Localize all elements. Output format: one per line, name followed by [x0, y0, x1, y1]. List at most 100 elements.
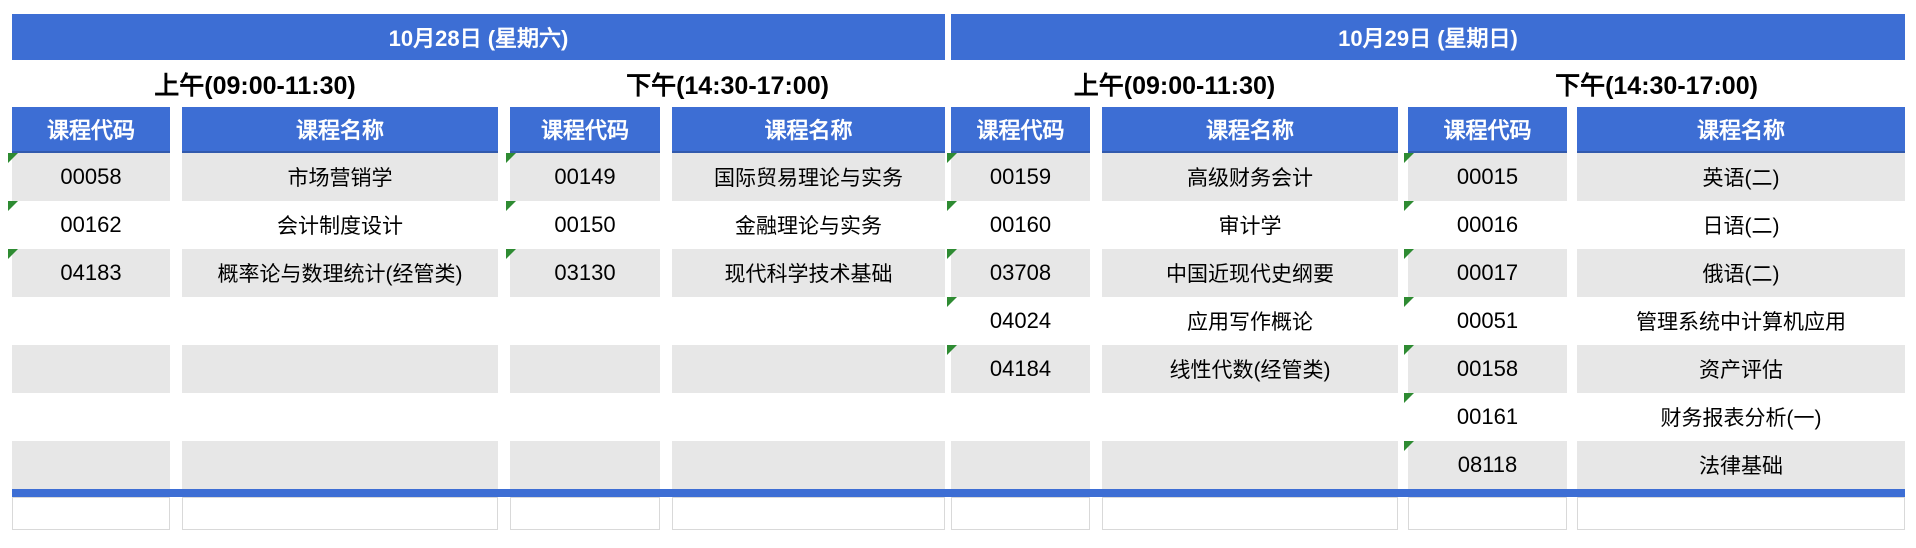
- course-code-cell: 08118: [1404, 441, 1567, 489]
- footer-cell: [951, 497, 1090, 530]
- course-code-cell-label: 03708: [989, 260, 1052, 285]
- column-header-name: 课程名称: [1577, 107, 1905, 153]
- green-triangle-icon: [8, 201, 18, 211]
- course-name-cell: 市场营销学: [182, 153, 498, 201]
- footer-cell: [1577, 497, 1905, 530]
- course-name-cell-label: 俄语(二): [1702, 263, 1780, 286]
- course-code-cell: 00015: [1404, 153, 1567, 201]
- green-triangle-icon: [947, 249, 957, 259]
- empty-cell: [182, 393, 498, 441]
- course-name-cell-label: 法律基础: [1699, 455, 1783, 478]
- footer-cell: [1102, 497, 1398, 530]
- empty-cell: [951, 393, 1090, 441]
- course-name-cell: 国际贸易理论与实务: [672, 153, 945, 201]
- course-name-cell: 资产评估: [1577, 345, 1905, 393]
- course-code-cell: 03130: [506, 249, 660, 297]
- course-name-cell: 概率论与数理统计(经管类): [182, 249, 498, 297]
- course-name-cell: 高级财务会计: [1102, 153, 1398, 201]
- empty-cell: [672, 345, 945, 393]
- column-header-code-label: 课程代码: [46, 118, 135, 143]
- column-header-code: 课程代码: [951, 107, 1090, 153]
- course-code-cell: 04184: [947, 345, 1090, 393]
- session-header-sat-pm: 下午(14:30-17:00): [510, 60, 945, 107]
- course-name-cell-label: 管理系统中计算机应用: [1636, 311, 1846, 334]
- footer-cell: [1408, 497, 1567, 530]
- course-code-cell-label: 00149: [554, 164, 616, 189]
- course-name-cell: 现代科学技术基础: [672, 249, 945, 297]
- course-code-cell: 00162: [8, 201, 170, 249]
- session-header-sat-am-label: 上午(09:00-11:30): [154, 71, 356, 100]
- course-name-cell-label: 应用写作概论: [1187, 311, 1313, 334]
- course-code-cell-label: 04024: [989, 308, 1052, 333]
- course-name-cell: 管理系统中计算机应用: [1577, 297, 1905, 345]
- course-code-cell-label: 08118: [1457, 452, 1518, 477]
- divider-line: [12, 489, 1905, 497]
- course-code-cell-label: 00017: [1456, 260, 1519, 285]
- course-code-cell-label: 00159: [989, 164, 1052, 189]
- green-triangle-icon: [1404, 201, 1414, 211]
- course-code-cell: 04024: [947, 297, 1090, 345]
- course-code-cell-label: 00016: [1456, 212, 1519, 237]
- course-name-cell: 应用写作概论: [1102, 297, 1398, 345]
- course-name-cell-label: 现代科学技术基础: [724, 263, 893, 286]
- session-header-sun-am: 上午(09:00-11:30): [951, 60, 1398, 107]
- green-triangle-icon: [8, 249, 18, 259]
- footer-cell: [672, 497, 945, 530]
- course-name-cell-label: 英语(二): [1702, 167, 1780, 190]
- course-code-cell: 00149: [506, 153, 660, 201]
- course-name-cell-label: 高级财务会计: [1187, 167, 1313, 190]
- column-header-code: 课程代码: [1408, 107, 1567, 153]
- empty-cell: [510, 441, 660, 489]
- course-name-cell-label: 中国近现代史纲要: [1166, 263, 1334, 286]
- course-code-cell-label: 04184: [989, 356, 1052, 381]
- course-code-cell: 00158: [1404, 345, 1567, 393]
- course-name-cell-label: 资产评估: [1699, 359, 1783, 382]
- course-code-cell-label: 03130: [554, 260, 616, 285]
- course-code-cell: 00016: [1404, 201, 1567, 249]
- course-code-cell: 00150: [506, 201, 660, 249]
- course-code-cell: 04183: [8, 249, 170, 297]
- green-triangle-icon: [947, 297, 957, 307]
- course-name-cell-label: 会计制度设计: [277, 215, 403, 238]
- empty-cell: [672, 297, 945, 345]
- course-code-cell: 00058: [8, 153, 170, 201]
- date-header-sunday: 10月29日 (星期日): [951, 14, 1905, 60]
- session-header-sun-pm-label: 下午(14:30-17:00): [1555, 71, 1758, 100]
- course-name-cell-label: 审计学: [1218, 215, 1282, 238]
- course-code-cell-label: 04183: [60, 260, 122, 285]
- course-code-cell-label: 00158: [1456, 356, 1519, 381]
- course-code-cell-label: 00162: [60, 212, 122, 237]
- course-code-cell: 00051: [1404, 297, 1567, 345]
- empty-cell: [672, 441, 945, 489]
- empty-cell: [1102, 393, 1398, 441]
- course-name-cell-label: 日语(二): [1702, 215, 1780, 238]
- footer-cell: [510, 497, 660, 530]
- empty-cell: [12, 441, 170, 489]
- course-code-cell-label: 00058: [60, 164, 122, 189]
- course-name-cell: 俄语(二): [1577, 249, 1905, 297]
- course-name-cell: 法律基础: [1577, 441, 1905, 489]
- empty-cell: [951, 441, 1090, 489]
- green-triangle-icon: [506, 201, 516, 211]
- course-name-cell: 线性代数(经管类): [1102, 345, 1398, 393]
- column-header-name: 课程名称: [1102, 107, 1398, 153]
- empty-cell: [182, 345, 498, 393]
- green-triangle-icon: [506, 249, 516, 259]
- session-header-sat-am: 上午(09:00-11:30): [12, 60, 498, 107]
- green-triangle-icon: [1404, 345, 1414, 355]
- empty-cell: [182, 441, 498, 489]
- footer-cell: [12, 497, 170, 530]
- course-code-cell-label: 00150: [554, 212, 616, 237]
- course-name-cell: 中国近现代史纲要: [1102, 249, 1398, 297]
- course-code-cell: 03708: [947, 249, 1090, 297]
- empty-cell: [510, 393, 660, 441]
- column-header-name-label: 课程名称: [295, 118, 384, 143]
- course-name-cell-label: 线性代数(经管类): [1169, 359, 1331, 382]
- session-header-sat-pm-label: 下午(14:30-17:00): [626, 71, 829, 100]
- empty-cell: [12, 393, 170, 441]
- empty-cell: [12, 345, 170, 393]
- column-header-code-label: 课程代码: [1443, 118, 1532, 143]
- empty-cell: [182, 297, 498, 345]
- date-header-saturday: 10月28日 (星期六): [12, 14, 945, 60]
